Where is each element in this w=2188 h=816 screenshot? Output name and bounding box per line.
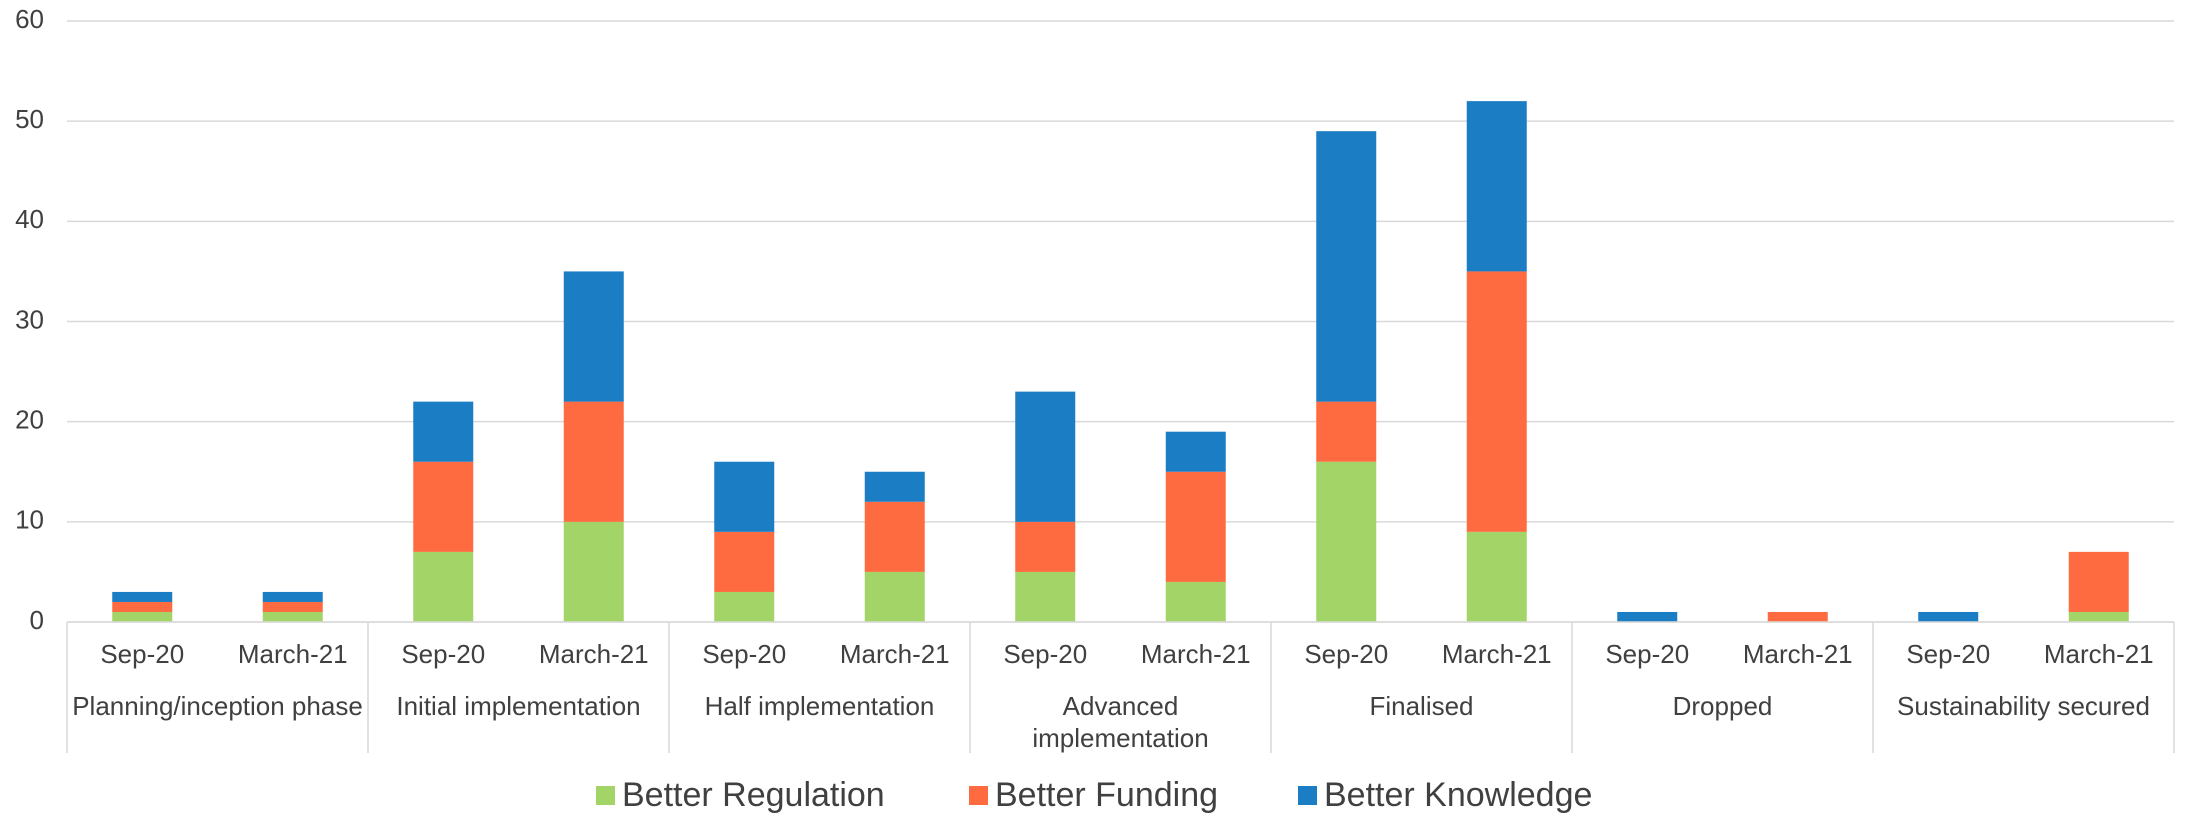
legend-swatch: [596, 786, 615, 805]
group-label: Dropped: [1672, 691, 1773, 721]
bar-segment: [714, 461, 775, 532]
bar-segment: [1466, 531, 1527, 622]
legend-swatch: [969, 786, 988, 805]
legend-label: Better Funding: [995, 776, 1218, 814]
bar-segment: [2068, 551, 2129, 612]
bar-segment: [1316, 401, 1377, 462]
bar-segment: [1918, 611, 1979, 622]
bar-segment: [413, 461, 474, 552]
group-label: Finalised: [1369, 691, 1474, 721]
y-tick-label: 30: [15, 304, 44, 334]
legend-label: Better Knowledge: [1324, 776, 1592, 814]
group-label: Half implementation: [704, 691, 935, 721]
bar-segment: [1466, 271, 1527, 532]
bar-segment: [1617, 611, 1678, 622]
bar-segment: [714, 591, 775, 622]
bar-segment: [1316, 131, 1377, 402]
bar-segment: [563, 401, 624, 522]
bar-segment: [1165, 581, 1226, 622]
bar-segment: [262, 601, 323, 612]
bar-segment: [112, 601, 173, 612]
group-label: Initial implementation: [396, 691, 641, 721]
y-tick-label: 0: [30, 605, 44, 635]
group-label: Planning/inception phase: [72, 691, 363, 721]
group-label: Advanced implementation: [1032, 691, 1209, 753]
x-tick-label: March-21: [539, 639, 649, 669]
bar-segment: [112, 611, 173, 622]
bar-segment: [262, 591, 323, 602]
y-tick-label: 10: [15, 505, 44, 535]
y-tick-label: 60: [15, 4, 44, 34]
legend-swatch: [1298, 786, 1317, 805]
x-tick-label: Sep-20: [1304, 639, 1388, 669]
bar-segment: [413, 401, 474, 462]
bar-segment: [1316, 461, 1377, 622]
bar-segment: [2068, 611, 2129, 622]
x-tick-label: March-21: [238, 639, 348, 669]
group-label: Sustainability secured: [1897, 691, 2150, 721]
x-tick-label: March-21: [840, 639, 950, 669]
bar-segment: [864, 471, 925, 502]
x-tick-label: Sep-20: [401, 639, 485, 669]
x-tick-label: Sep-20: [702, 639, 786, 669]
y-tick-label: 40: [15, 204, 44, 234]
x-tick-label: Sep-20: [1003, 639, 1087, 669]
bar-segment: [1165, 431, 1226, 472]
y-tick-label: 20: [15, 405, 44, 435]
bar-segment: [1015, 391, 1076, 522]
bar-segment: [1767, 611, 1828, 622]
bar-segment: [1165, 471, 1226, 582]
bar-segment: [262, 611, 323, 622]
bar-segment: [413, 551, 474, 622]
y-tick-label: 50: [15, 104, 44, 134]
legend-label: Better Regulation: [622, 776, 885, 814]
bar-segment: [563, 271, 624, 402]
x-tick-label: March-21: [1743, 639, 1853, 669]
x-tick-label: March-21: [1442, 639, 1552, 669]
x-tick-label: March-21: [2044, 639, 2154, 669]
bar-segment: [1015, 521, 1076, 572]
x-tick-label: Sep-20: [1906, 639, 1990, 669]
bar-segment: [714, 531, 775, 592]
bar-segment: [1015, 571, 1076, 622]
bar-segment: [864, 501, 925, 572]
x-tick-label: Sep-20: [100, 639, 184, 669]
bar-segment: [1466, 101, 1527, 272]
bar-segment: [864, 571, 925, 622]
x-tick-label: March-21: [1141, 639, 1251, 669]
bar-segment: [563, 521, 624, 622]
bar-segment: [112, 591, 173, 602]
x-tick-label: Sep-20: [1605, 639, 1689, 669]
